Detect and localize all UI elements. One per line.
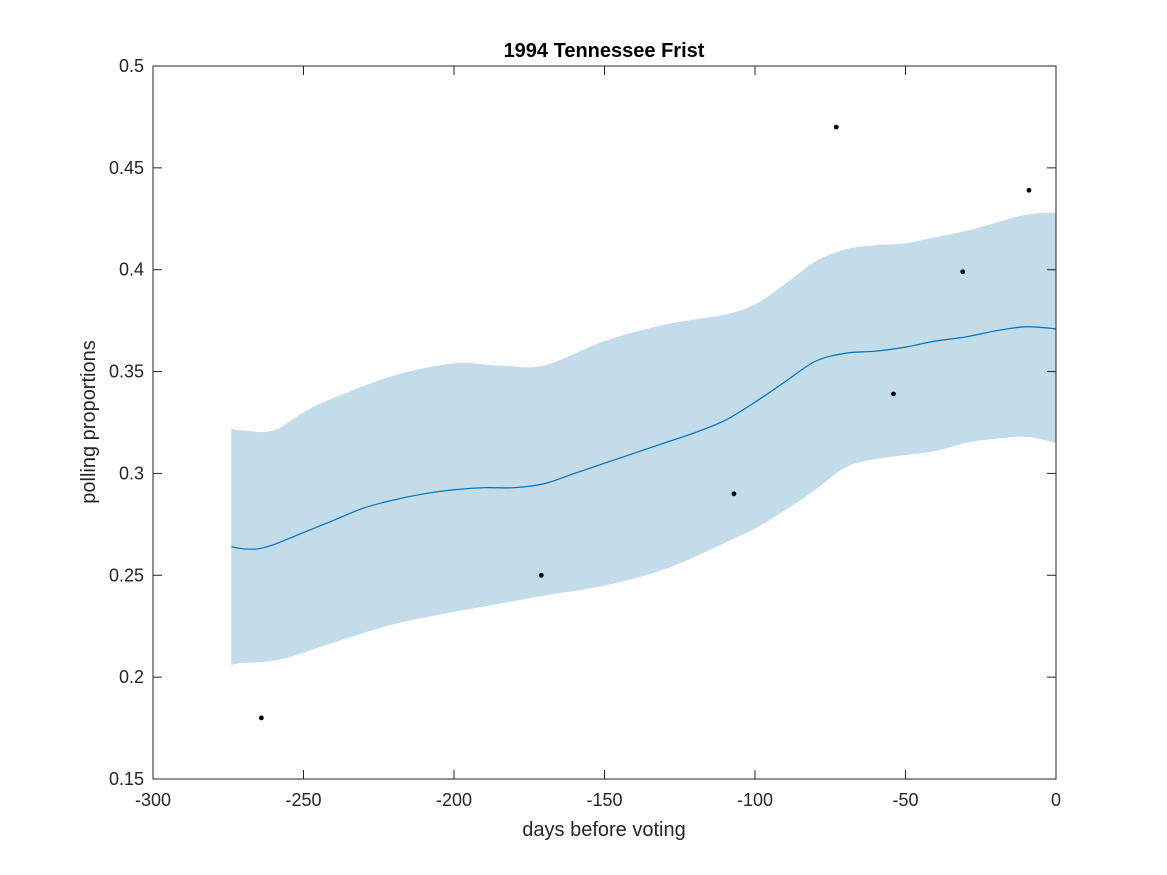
x-tick-label: -300 (135, 790, 171, 810)
x-tick-label: -250 (285, 790, 321, 810)
y-tick-label: 0.15 (109, 769, 144, 789)
poll-point (731, 491, 737, 497)
poll-point (538, 572, 544, 578)
poll-point (1026, 187, 1032, 193)
x-tick-label: -200 (436, 790, 472, 810)
y-axis-label: polling proportions (78, 340, 100, 503)
x-axis-label: days before voting (522, 819, 685, 841)
x-tick-label: -100 (737, 790, 773, 810)
y-tick-label: 0.4 (119, 260, 144, 280)
confidence-band (231, 212, 1056, 665)
poll-point (258, 715, 264, 721)
plot-area (231, 124, 1057, 721)
chart-title: 1994 Tennessee Frist (504, 40, 705, 62)
poll-point (891, 391, 896, 397)
x-tick-label: -50 (892, 790, 918, 810)
trend-line (231, 326, 1057, 550)
y-tick-label: 0.35 (109, 362, 144, 382)
y-tick-label: 0.45 (109, 158, 144, 178)
poll-point (960, 269, 966, 275)
x-tick-label: 0 (1051, 790, 1061, 810)
x-tick-label: -150 (586, 790, 622, 810)
y-tick-label: 0.2 (119, 667, 144, 687)
y-tick-label: 0.5 (119, 56, 144, 76)
axes: -300 -250 -200 -150 -100 -50 0 0.15 0.2 0.25 0.3 0.… (109, 56, 1061, 810)
y-tick-label: 0.25 (109, 565, 144, 585)
y-tick-label: 0.3 (119, 463, 144, 483)
poll-point (833, 124, 839, 130)
